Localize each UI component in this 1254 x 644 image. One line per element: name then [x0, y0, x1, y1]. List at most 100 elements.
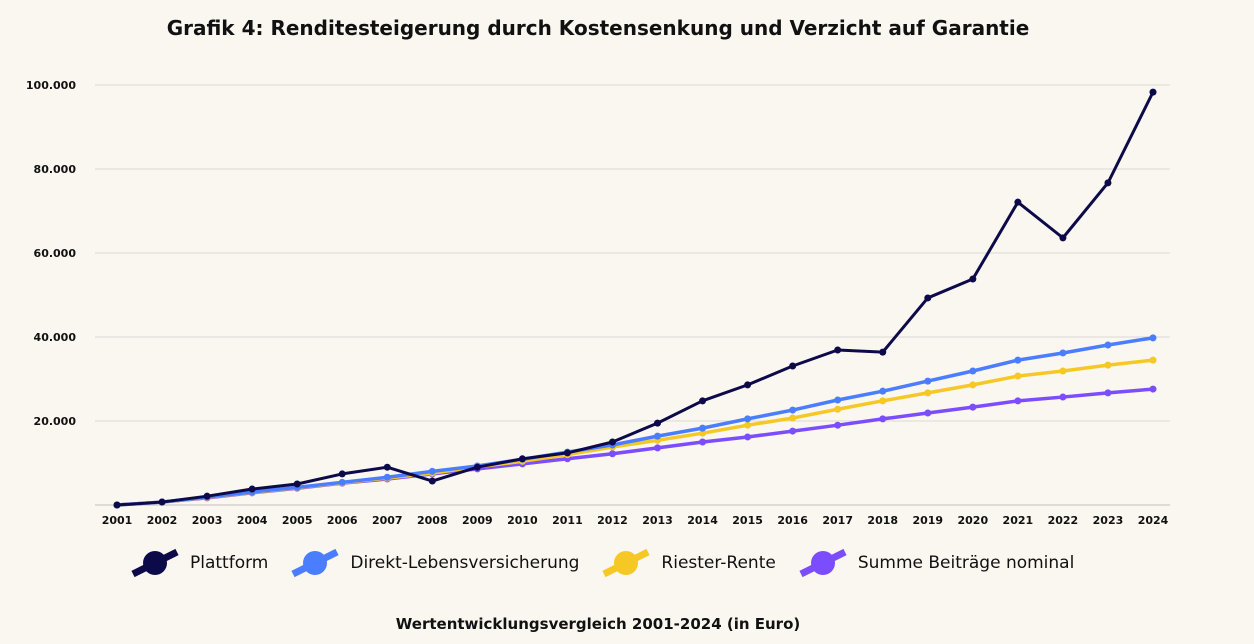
data-point-riester-rente: [1104, 361, 1112, 369]
data-point-summe-beitr-ge-nominal: [879, 415, 887, 423]
data-point-plattform: [293, 480, 301, 488]
data-point-plattform: [338, 470, 346, 478]
legend-marker-icon: [602, 548, 650, 578]
x-tick-label: 2018: [867, 514, 898, 527]
data-point-plattform: [113, 501, 121, 509]
data-point-direkt-lebensversicherung: [879, 387, 887, 395]
data-point-riester-rente: [879, 397, 887, 405]
data-point-summe-beitr-ge-nominal: [744, 433, 752, 441]
x-tick-label: 2014: [687, 514, 718, 527]
x-tick-label: 2019: [912, 514, 943, 527]
data-point-plattform: [879, 348, 887, 356]
data-point-plattform: [834, 346, 842, 354]
data-point-summe-beitr-ge-nominal: [924, 409, 932, 417]
legend-marker-icon: [131, 548, 179, 578]
legend-item: Plattform: [130, 546, 268, 580]
data-point-riester-rente: [744, 421, 752, 429]
data-point-riester-rente: [1059, 367, 1067, 375]
x-tick-label: 2009: [462, 514, 493, 527]
data-point-direkt-lebensversicherung: [383, 473, 391, 481]
data-point-summe-beitr-ge-nominal: [1104, 389, 1112, 397]
legend-marker-icon: [799, 548, 847, 578]
data-point-summe-beitr-ge-nominal: [1014, 397, 1022, 405]
data-point-plattform: [203, 492, 211, 500]
data-point-plattform: [1104, 179, 1112, 187]
data-point-summe-beitr-ge-nominal: [969, 403, 977, 411]
x-axis-label: Wertentwicklungsvergleich 2001-2024 (in …: [395, 615, 801, 633]
data-point-plattform: [924, 294, 932, 302]
data-point-plattform: [518, 455, 526, 463]
legend-item: Riester-Rente: [601, 546, 776, 580]
data-point-plattform: [158, 498, 166, 506]
data-point-plattform: [1149, 88, 1157, 96]
data-point-riester-rente: [789, 414, 797, 422]
x-tick-label: 2016: [777, 514, 808, 527]
data-point-direkt-lebensversicherung: [654, 432, 662, 440]
x-tick-label: 2004: [237, 514, 268, 527]
x-tick-label: 2007: [372, 514, 403, 527]
data-point-summe-beitr-ge-nominal: [699, 438, 707, 446]
series-line-plattform: [116, 91, 1155, 507]
y-tick-label: 60.000: [34, 247, 77, 260]
data-point-plattform: [1014, 198, 1022, 206]
data-point-summe-beitr-ge-nominal: [608, 450, 616, 458]
x-tick-label: 2023: [1093, 514, 1124, 527]
legend: Plattform Direkt-Lebensversicherung Rieste…: [130, 546, 1096, 580]
data-point-riester-rente: [1014, 372, 1022, 380]
x-tick-label: 2020: [958, 514, 989, 527]
data-point-direkt-lebensversicherung: [338, 478, 346, 486]
data-point-plattform: [789, 362, 797, 370]
data-point-summe-beitr-ge-nominal: [1059, 393, 1067, 401]
legend-marker-icon: [291, 548, 339, 578]
y-tick-label: 40.000: [34, 331, 77, 344]
data-point-direkt-lebensversicherung: [428, 467, 436, 475]
data-point-direkt-lebensversicherung: [1014, 356, 1022, 364]
x-tick-label: 2017: [822, 514, 853, 527]
chart-title: Grafik 4: Renditesteigerung durch Kosten…: [166, 16, 1030, 40]
data-point-direkt-lebensversicherung: [924, 377, 932, 385]
x-tick-label: 2024: [1138, 514, 1169, 527]
x-tick-label: 2013: [642, 514, 673, 527]
data-point-summe-beitr-ge-nominal: [789, 427, 797, 435]
data-point-direkt-lebensversicherung: [834, 396, 842, 404]
x-tick-label: 2001: [102, 514, 133, 527]
data-point-plattform: [428, 477, 436, 485]
legend-item: Summe Beiträge nominal: [798, 546, 1075, 580]
data-point-direkt-lebensversicherung: [744, 415, 752, 423]
x-tick-label: 2021: [1003, 514, 1034, 527]
x-tick-label: 2015: [732, 514, 763, 527]
data-point-plattform: [699, 397, 707, 405]
data-point-direkt-lebensversicherung: [969, 367, 977, 375]
data-point-direkt-lebensversicherung: [1059, 349, 1067, 357]
legend-item: Direkt-Lebensversicherung: [290, 546, 579, 580]
data-point-riester-rente: [1149, 356, 1157, 364]
x-tick-label: 2003: [192, 514, 223, 527]
data-point-riester-rente: [924, 389, 932, 397]
legend-label: Plattform: [190, 553, 269, 573]
data-point-riester-rente: [969, 381, 977, 389]
data-point-plattform: [383, 463, 391, 471]
x-tick-label: 2022: [1048, 514, 1079, 527]
legend-label: Riester-Rente: [661, 553, 776, 573]
x-tick-label: 2006: [327, 514, 358, 527]
data-point-direkt-lebensversicherung: [789, 406, 797, 414]
x-tick-label: 2010: [507, 514, 538, 527]
series-line-direkt-lebensversicherung: [116, 336, 1154, 507]
y-tick-label: 20.000: [34, 415, 77, 428]
data-point-direkt-lebensversicherung: [1149, 334, 1157, 342]
data-point-direkt-lebensversicherung: [699, 424, 707, 432]
data-point-plattform: [608, 438, 616, 446]
data-point-plattform: [473, 463, 481, 471]
x-tick-label: 2005: [282, 514, 313, 527]
x-tick-label: 2002: [147, 514, 178, 527]
y-tick-label: 80.000: [34, 163, 77, 176]
data-point-plattform: [248, 485, 256, 493]
data-point-summe-beitr-ge-nominal: [1149, 385, 1157, 393]
legend-label: Summe Beiträge nominal: [857, 553, 1075, 573]
data-point-riester-rente: [834, 405, 842, 413]
data-point-plattform: [654, 419, 662, 427]
data-point-plattform: [1059, 234, 1067, 242]
data-point-summe-beitr-ge-nominal: [834, 421, 842, 429]
x-tick-label: 2011: [552, 514, 583, 527]
